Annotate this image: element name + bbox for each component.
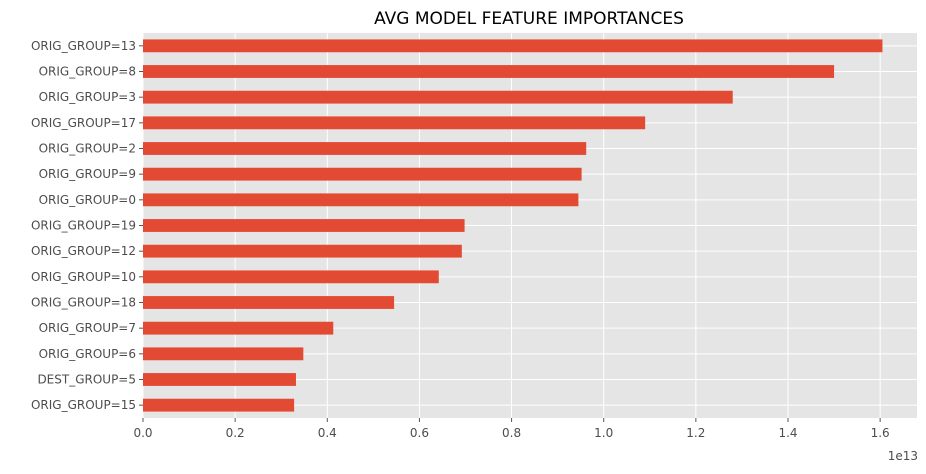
y-tick-label: ORIG_GROUP=0 xyxy=(39,193,136,207)
y-tick-label: ORIG_GROUP=7 xyxy=(39,321,136,335)
y-tick-label: ORIG_GROUP=13 xyxy=(31,39,136,53)
y-tick-label: ORIG_GROUP=19 xyxy=(31,219,136,233)
y-tick-label: ORIG_GROUP=15 xyxy=(31,398,136,412)
x-axis-tick-labels: 0.0 0.2 0.4 0.6 0.8 1.0 1.2 1.4 1.6 xyxy=(133,418,890,440)
y-tick-label: ORIG_GROUP=8 xyxy=(39,65,136,79)
bar xyxy=(143,167,582,181)
y-tick-label: ORIG_GROUP=9 xyxy=(39,167,136,181)
y-tick-label: DEST_GROUP=5 xyxy=(37,373,136,387)
bar xyxy=(143,39,883,53)
x-tick-label: 0.8 xyxy=(502,426,521,440)
x-axis-offset-label: 1e13 xyxy=(888,449,918,463)
bar xyxy=(143,244,462,258)
x-tick-label: 1.0 xyxy=(594,426,613,440)
y-tick-label: ORIG_GROUP=18 xyxy=(31,296,136,310)
bar xyxy=(143,347,304,361)
bar xyxy=(143,373,296,386)
y-tick-label: ORIG_GROUP=6 xyxy=(39,347,136,361)
bar xyxy=(143,398,295,412)
y-axis-tick-labels: ORIG_GROUP=13 ORIG_GROUP=8 ORIG_GROUP=3 ORI… xyxy=(31,39,143,412)
bar xyxy=(143,90,733,104)
y-tick-label: ORIG_GROUP=17 xyxy=(31,116,136,130)
y-tick-label: ORIG_GROUP=2 xyxy=(39,142,136,156)
bar xyxy=(143,321,334,335)
y-tick-label: ORIG_GROUP=3 xyxy=(39,90,136,104)
bar xyxy=(143,270,439,284)
bars xyxy=(143,39,883,412)
bar xyxy=(143,296,395,309)
chart-title: AVG MODEL FEATURE IMPORTANCES xyxy=(374,9,684,29)
x-tick-label: 0.4 xyxy=(318,426,337,440)
x-tick-label: 0.2 xyxy=(226,426,245,440)
y-tick-label: ORIG_GROUP=10 xyxy=(31,270,136,284)
x-tick-label: 0.0 xyxy=(133,426,152,440)
y-tick-label: ORIG_GROUP=12 xyxy=(31,244,136,258)
bar xyxy=(143,116,646,130)
bar xyxy=(143,219,465,232)
bar xyxy=(143,142,587,155)
x-tick-label: 1.4 xyxy=(778,426,797,440)
x-tick-label: 1.6 xyxy=(871,426,890,440)
bar xyxy=(143,193,579,207)
x-tick-label: 1.2 xyxy=(686,426,705,440)
x-tick-label: 0.6 xyxy=(410,426,429,440)
bar xyxy=(143,65,835,78)
